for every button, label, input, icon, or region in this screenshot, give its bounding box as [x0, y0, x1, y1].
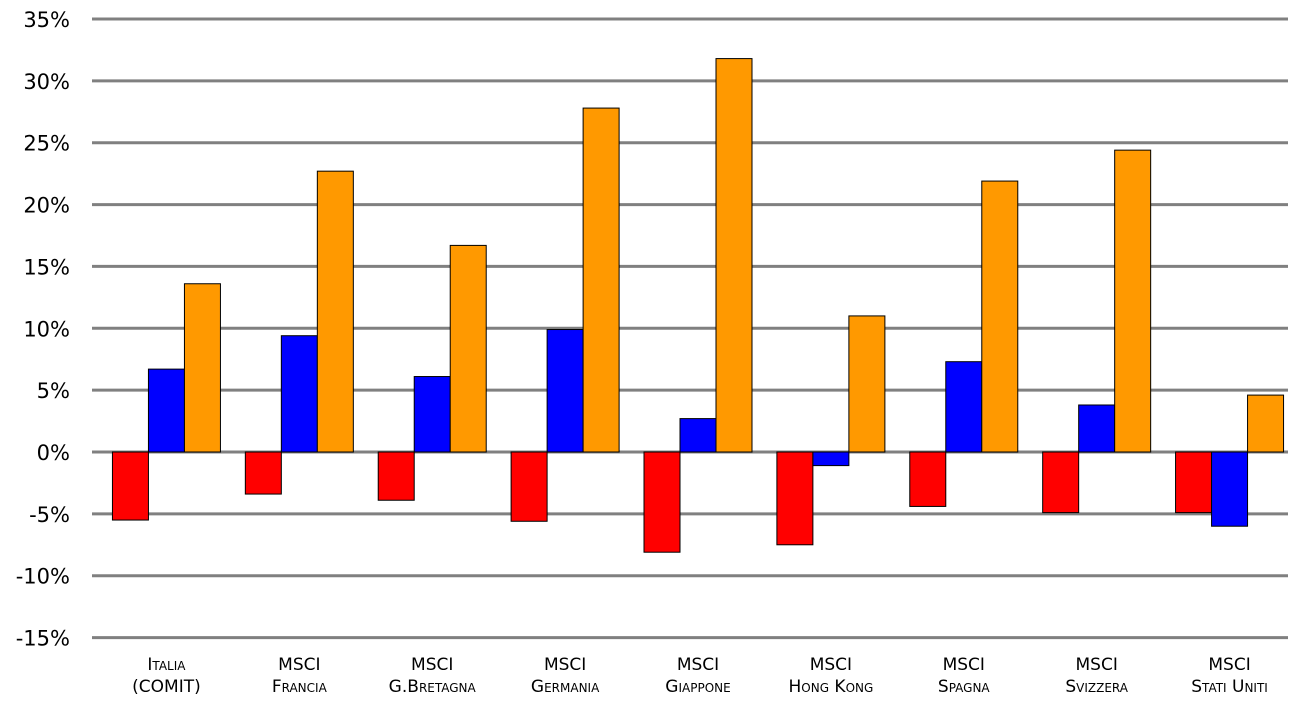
x-category-label: FRANCIA [272, 677, 328, 697]
bar-series-3 [449, 244, 487, 453]
y-tick-label: 15% [23, 255, 70, 279]
y-tick-label: -10% [16, 565, 70, 589]
x-category-label: MSCI [544, 655, 586, 675]
y-axis-tick-labels: 35% 30% 25% 20% 15% 10% 5% 0% -5% -10% -15% [16, 8, 70, 651]
bar-series-1 [1042, 451, 1080, 514]
y-tick-label: -15% [16, 627, 70, 651]
bar-series-1 [909, 451, 947, 507]
y-tick-label: 0% [37, 441, 70, 465]
bar-series-3 [848, 315, 886, 453]
bar-series-2 [812, 451, 850, 467]
x-category-label: GIAPPONE [665, 677, 730, 697]
bar-series-1 [776, 451, 814, 546]
bar-series-1 [111, 451, 149, 521]
x-category-label: MSCI [943, 655, 985, 675]
x-category-label: GERMANIA [531, 677, 600, 697]
bar-series-2 [147, 368, 185, 453]
bar-series-2 [679, 418, 717, 453]
y-tick-label: 5% [37, 379, 70, 403]
bar-series-1 [244, 451, 282, 495]
y-tick-label: 20% [23, 194, 70, 218]
x-category-label: MSCI [677, 655, 719, 675]
x-category-label: HONG KONG [788, 677, 873, 697]
bar-series-1 [377, 451, 415, 501]
bar-series-3 [183, 283, 221, 453]
x-category-label: (COMIT) [132, 677, 201, 697]
bar-series-2 [546, 329, 584, 453]
y-tick-label: 35% [23, 8, 70, 32]
bar-series-2 [413, 376, 451, 453]
bar-series-1 [510, 451, 548, 522]
y-tick-label: 30% [23, 70, 70, 94]
x-category-label: STATI UNITI [1191, 677, 1268, 697]
x-category-label: G.BRETAGNA [389, 677, 477, 697]
x-category-label: MSCI [411, 655, 453, 675]
x-category-label: MSCI [278, 655, 320, 675]
bar-series-2 [945, 361, 983, 453]
bar-series-2 [1078, 404, 1116, 453]
x-category-label: MSCI [1075, 655, 1117, 675]
bar-series-3 [1247, 394, 1285, 453]
bar-series-3 [582, 107, 620, 453]
y-tick-label: -5% [29, 503, 70, 527]
bar-series-2 [280, 335, 318, 453]
bar-series-1 [643, 451, 681, 553]
grid-lines [92, 17, 1288, 640]
bar-series-3 [981, 180, 1019, 453]
x-category-label: MSCI [1208, 655, 1250, 675]
y-tick-label: 10% [23, 317, 70, 341]
y-tick-label: 25% [23, 132, 70, 156]
x-category-label: SPAGNA [938, 677, 991, 697]
bar-series-3 [715, 58, 753, 453]
x-category-label: SVIZZERA [1065, 677, 1128, 697]
bar-series-3 [316, 170, 354, 453]
x-axis-category-labels: ITALIA(COMIT)MSCIFRANCIAMSCIG.BRETAGNAMS… [132, 655, 1268, 697]
x-category-label: ITALIA [147, 655, 186, 675]
bar-series-1 [1175, 451, 1213, 514]
bar-series-2 [1211, 451, 1249, 527]
x-category-label: MSCI [810, 655, 852, 675]
bars [111, 58, 1285, 553]
bar-series-3 [1114, 149, 1152, 453]
